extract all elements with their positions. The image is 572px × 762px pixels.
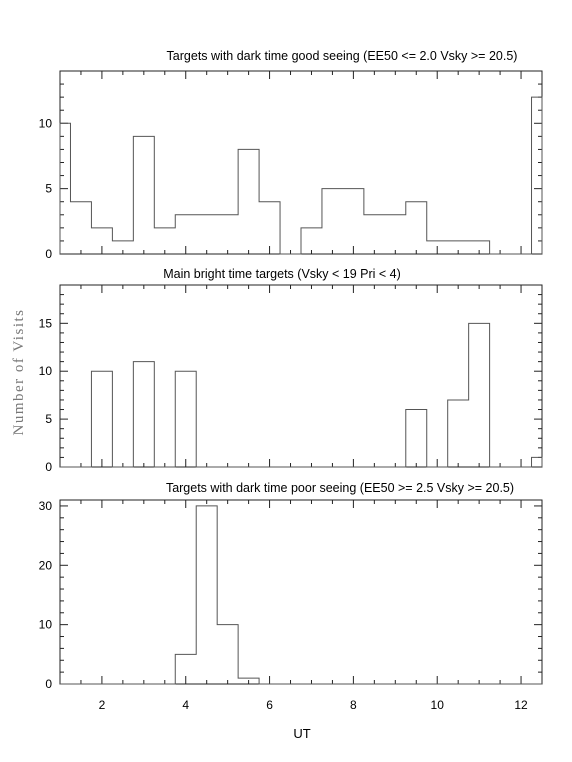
histogram-bin bbox=[343, 189, 364, 254]
histogram-bin bbox=[385, 215, 406, 254]
panel-2: Main bright time targets (Vsky < 19 Pri … bbox=[39, 267, 543, 474]
panel-3-frame bbox=[59, 499, 543, 685]
histogram-bin bbox=[322, 189, 343, 254]
x-tick-label: 6 bbox=[266, 698, 273, 712]
x-axis-label: UT bbox=[293, 726, 310, 741]
panel-3-histogram-line bbox=[60, 505, 542, 685]
histogram-bin bbox=[259, 202, 280, 254]
y-tick-label: 10 bbox=[39, 364, 53, 378]
histogram-bin bbox=[469, 241, 490, 254]
histogram-bin bbox=[469, 323, 490, 467]
histogram-bin bbox=[175, 215, 196, 254]
histogram-bin bbox=[70, 202, 91, 254]
y-tick-label: 0 bbox=[45, 247, 52, 261]
histogram-bin bbox=[301, 228, 322, 254]
panel-3-title: Targets with dark time poor seeing (EE50… bbox=[166, 481, 514, 495]
panel-2-ytick-labels: 0 5 10 15 bbox=[39, 316, 53, 474]
x-tick-labels: 2 4 6 8 10 12 bbox=[99, 698, 528, 712]
y-axis-label: Number of Visits bbox=[11, 309, 27, 436]
histogram-bin bbox=[217, 215, 238, 254]
panel-1-frame bbox=[59, 70, 543, 255]
x-tick-label: 10 bbox=[431, 698, 445, 712]
histogram-bin bbox=[364, 215, 385, 254]
histogram-bin bbox=[217, 625, 238, 684]
x-tick-label: 8 bbox=[350, 698, 357, 712]
panel-3: Targets with dark time poor seeing (EE50… bbox=[39, 481, 543, 691]
histogram-bin bbox=[91, 228, 112, 254]
y-tick-label: 15 bbox=[39, 316, 53, 330]
histogram-bin bbox=[91, 371, 112, 467]
histogram-bin bbox=[532, 97, 542, 254]
histogram-bin bbox=[175, 371, 196, 467]
x-tick-label: 12 bbox=[514, 698, 528, 712]
y-tick-label: 5 bbox=[45, 182, 52, 196]
x-tick-label: 2 bbox=[99, 698, 106, 712]
y-tick-label: 10 bbox=[39, 618, 53, 632]
histogram-bin bbox=[448, 241, 469, 254]
y-tick-label: 0 bbox=[45, 460, 52, 474]
histogram-bin bbox=[133, 362, 154, 467]
panel-2-title: Main bright time targets (Vsky < 19 Pri … bbox=[163, 267, 401, 281]
histogram-bin bbox=[60, 123, 70, 254]
histogram-bin bbox=[112, 241, 133, 254]
histogram-bin bbox=[427, 241, 448, 254]
panel-1: Targets with dark time good seeing (EE50… bbox=[39, 49, 543, 261]
histogram-bin bbox=[406, 410, 427, 467]
histogram-bin bbox=[448, 400, 469, 467]
panel-2-ticks bbox=[59, 284, 543, 468]
panel-2-bars bbox=[91, 323, 542, 467]
panel-1-ticks bbox=[59, 70, 543, 255]
histogram-bin bbox=[196, 215, 217, 254]
histogram-bin bbox=[133, 136, 154, 254]
panel-2-histogram-line bbox=[60, 322, 543, 468]
histogram-bin bbox=[196, 506, 217, 684]
panel-1-histogram-line bbox=[59, 96, 543, 255]
y-tick-label: 30 bbox=[39, 499, 53, 513]
y-tick-label: 0 bbox=[45, 677, 52, 691]
panel-1-title: Targets with dark time good seeing (EE50… bbox=[167, 49, 518, 63]
y-tick-label: 10 bbox=[39, 116, 53, 130]
histogram-bin bbox=[175, 654, 196, 684]
x-tick-label: 4 bbox=[182, 698, 189, 712]
histogram-bin bbox=[154, 228, 175, 254]
histogram-bin bbox=[238, 149, 259, 254]
histogram-bin bbox=[532, 457, 542, 467]
histogram-bin bbox=[406, 202, 427, 254]
panel-1-ytick-labels: 0 5 10 bbox=[39, 116, 53, 261]
y-tick-label: 5 bbox=[45, 412, 52, 426]
y-tick-label: 20 bbox=[39, 558, 53, 572]
panel-3-ticks bbox=[59, 500, 543, 685]
panel-3-ytick-labels: 0 10 20 30 bbox=[39, 499, 53, 691]
histogram-bin bbox=[238, 678, 259, 684]
